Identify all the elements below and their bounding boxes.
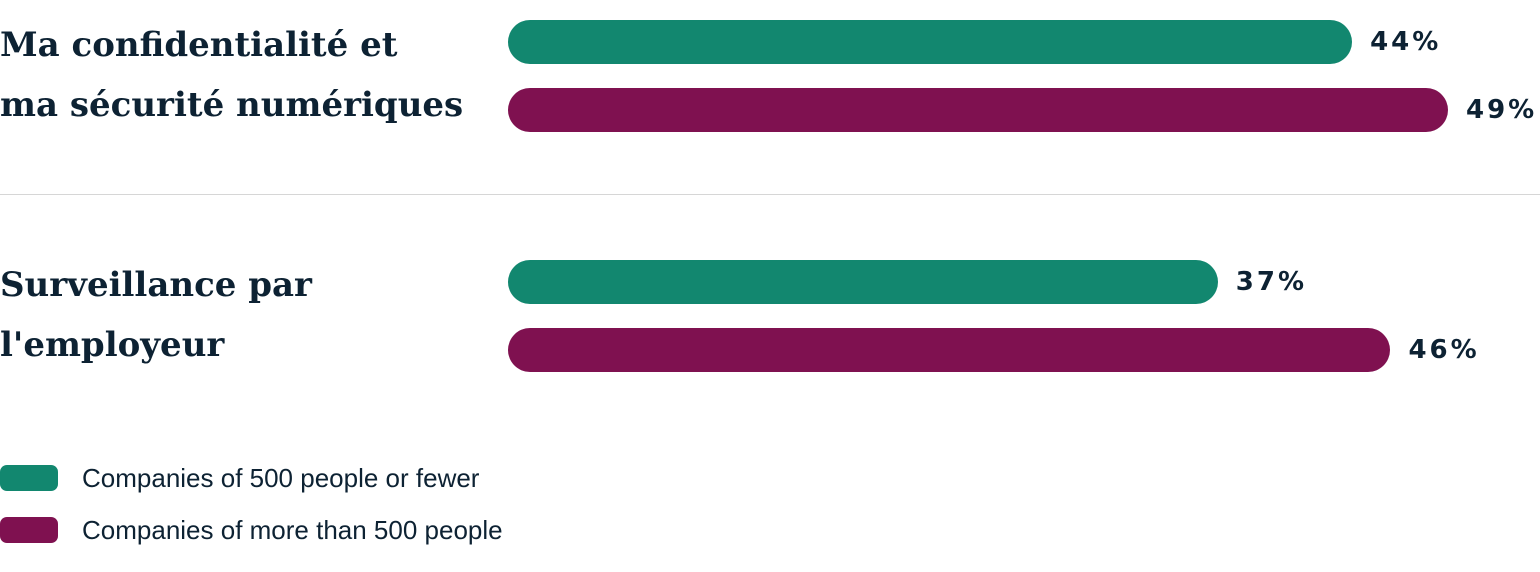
legend-label: Companies of more than 500 people <box>82 514 503 545</box>
bar <box>508 260 1218 304</box>
divider <box>0 194 1540 195</box>
data-label: 46% <box>1408 335 1480 365</box>
data-label: 37% <box>1235 267 1308 297</box>
category-label: Ma confidentialité et <box>0 25 398 65</box>
legend-item: Companies of 500 people or fewer <box>0 463 479 493</box>
category-label: ma sécurité numériques <box>0 85 464 125</box>
bar <box>508 88 1448 132</box>
category-label: l'employeur <box>0 325 225 365</box>
legend-swatch <box>0 517 58 543</box>
data-label: 49% <box>1466 95 1538 125</box>
legend-item: Companies of more than 500 people <box>0 515 503 545</box>
category-label: Surveillance par <box>0 265 312 305</box>
data-label: 44% <box>1370 27 1442 57</box>
legend-swatch <box>0 465 58 491</box>
bar <box>508 20 1353 64</box>
bar <box>508 328 1391 372</box>
legend-label: Companies of 500 people or fewer <box>82 462 480 493</box>
